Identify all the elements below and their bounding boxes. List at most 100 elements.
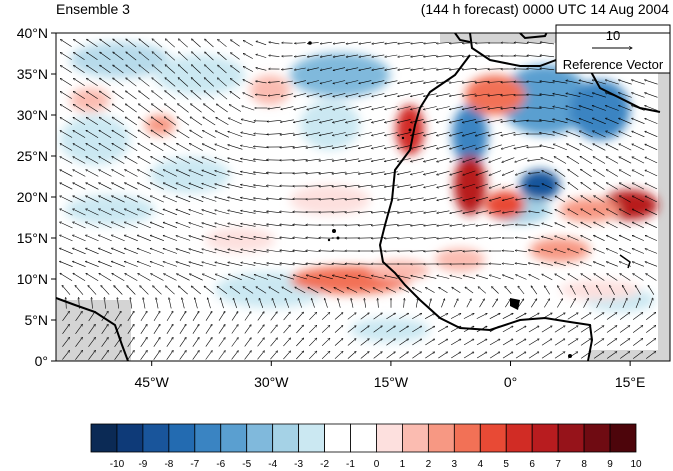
wind-vector: [581, 274, 592, 281]
wind-vector: [359, 80, 372, 84]
wind-vector: [319, 145, 334, 148]
wind-vector: [502, 326, 513, 333]
land-mask-east-edge: [658, 33, 670, 361]
wind-vector: [75, 350, 82, 360]
wind-vector: [280, 275, 294, 280]
wind-vector: [540, 145, 555, 149]
wind-vector: [334, 325, 343, 333]
wind-vector: [345, 132, 359, 136]
wind-vector: [371, 211, 385, 212]
colorbar-swatch: [453, 423, 481, 453]
wind-vector: [478, 287, 487, 294]
wind-vector: [86, 209, 99, 216]
wind-vector: [215, 131, 230, 138]
wind-vector: [579, 80, 594, 85]
wind-vector: [72, 248, 86, 255]
wind-vector: [553, 144, 568, 151]
wind-vector: [205, 39, 214, 48]
wind-vector: [215, 236, 230, 241]
colorbar-label: -5: [242, 459, 251, 470]
lat-tick-label: 25°N: [17, 148, 48, 164]
wind-vector: [138, 117, 151, 126]
wind-vector: [321, 287, 332, 293]
wind-vector: [124, 196, 138, 203]
wind-vector: [127, 350, 135, 360]
wind-vector: [114, 311, 121, 322]
land-mask-africa-south: [590, 350, 670, 361]
wind-vector: [125, 91, 137, 100]
wind-vector: [169, 298, 172, 309]
wind-vector: [529, 274, 540, 280]
wind-vector: [204, 91, 215, 100]
wind-vector: [99, 196, 112, 203]
wind-vector: [113, 65, 124, 74]
wind-vector: [192, 324, 199, 334]
wind-vector: [99, 170, 112, 177]
wind-vector: [164, 117, 177, 126]
wind-vector: [60, 39, 72, 47]
wind-vector: [267, 263, 282, 266]
wind-vector: [570, 298, 575, 308]
wind-vector: [555, 209, 566, 215]
wind-vector: [527, 82, 542, 83]
wind-vector: [476, 170, 489, 175]
wind-vector: [202, 262, 217, 267]
wind-vector: [283, 338, 290, 347]
wind-vector: [449, 106, 463, 110]
wind-vector: [268, 106, 281, 109]
wind-vector: [139, 91, 150, 100]
wind-vector: [579, 106, 594, 111]
wind-vector: [333, 80, 346, 84]
wind-vector: [501, 95, 516, 96]
wind-vector: [648, 285, 655, 295]
wind-vector: [619, 249, 631, 254]
wind-vector: [189, 196, 204, 202]
wind-vector: [75, 324, 83, 334]
wind-vector: [347, 351, 356, 359]
wind-vector: [309, 312, 316, 321]
wind-vector: [163, 170, 177, 177]
wind-vector: [528, 237, 540, 240]
wind-vector: [243, 40, 253, 46]
wind-vector: [282, 287, 293, 294]
wind-vector: [280, 212, 295, 213]
wind-vector: [267, 211, 282, 214]
wind-vector: [476, 157, 489, 163]
wind-vector: [619, 144, 632, 151]
colorbar-label: 6: [529, 459, 535, 470]
wind-vector: [542, 184, 553, 189]
wind-vector: [437, 184, 450, 187]
wind-vector: [463, 237, 476, 238]
wind-vector: [88, 285, 97, 295]
wind-vector: [257, 351, 265, 360]
wind-vector: [111, 209, 125, 216]
colorbar-swatch: [194, 423, 222, 453]
wind-vector: [176, 183, 191, 190]
wind-vector: [127, 324, 134, 334]
wind-vector: [606, 313, 617, 320]
wind-vector: [463, 210, 476, 214]
wind-vector: [346, 106, 359, 109]
wind-vector: [515, 326, 526, 333]
wind-vector: [501, 119, 516, 122]
wind-vector: [475, 56, 489, 57]
wind-vector: [228, 274, 242, 281]
wind-vector: [449, 144, 463, 149]
wind-vector: [320, 54, 332, 57]
wind-vector: [230, 78, 240, 86]
wind-vector: [619, 196, 631, 203]
wind-vector: [619, 157, 632, 164]
wind-vector: [332, 158, 347, 161]
wind-vector: [85, 261, 99, 267]
wind-vector: [619, 339, 630, 346]
wind-vector: [462, 144, 476, 149]
wind-vector: [606, 157, 619, 164]
wind-vector: [98, 209, 112, 216]
wind-vector: [424, 223, 437, 226]
wind-vector: [410, 197, 424, 200]
wind-vector: [163, 183, 178, 190]
wind-vector: [514, 108, 529, 109]
colorbar: -10 -9 -8 -7 -6 -5 -4 -3 -2 -1 0 1 2 3 4 5 6 7 8 9 10: [90, 423, 642, 470]
wind-vector: [539, 107, 555, 110]
wind-vector: [568, 196, 579, 203]
